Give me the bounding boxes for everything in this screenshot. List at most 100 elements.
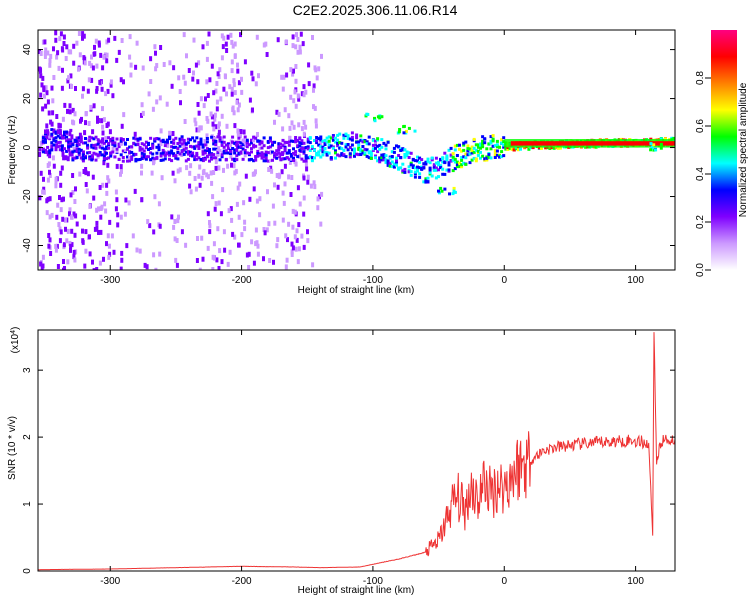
spectrogram-noise-cell: [298, 153, 301, 159]
spectrogram-noise-cell: [198, 164, 202, 170]
spectrogram-noise-cell: [128, 54, 132, 60]
spectrogram-noise-cell: [200, 235, 204, 241]
spectrogram-noise-cell: [206, 245, 210, 251]
spectrogram-ridge-cell: [397, 154, 401, 157]
spectrogram-ridge-cell: [224, 149, 228, 153]
spectrogram-ridge-cell: [111, 150, 115, 154]
spectrogram-ridge-cell: [121, 138, 125, 141]
spectrogram-ridge-cell: [75, 150, 79, 153]
spectrogram-noise-cell: [82, 169, 86, 174]
spectrogram-noise-cell: [287, 221, 291, 227]
spectrogram-noise-cell: [282, 74, 286, 80]
spectrogram-noise-cell: [243, 226, 247, 232]
spectrogram-ridge-cell: [186, 157, 190, 161]
spectrogram-ridge-cell: [88, 135, 92, 139]
spectrogram-ridge-cell: [355, 140, 359, 144]
spectrogram-ridge-cell: [81, 141, 85, 145]
spectrogram-ridge-cell: [298, 144, 302, 148]
snr-x-tick-label: -300: [100, 576, 120, 587]
spectrogram-ridge-cell: [44, 140, 47, 144]
spectrogram-ridge-cell: [472, 137, 476, 141]
spectrogram-ridge-cell: [252, 159, 256, 163]
spectrogram-ridge-cell: [233, 148, 237, 152]
spectrogram-noise-cell: [70, 134, 74, 140]
spectrogram-ridge-cell: [416, 155, 419, 159]
spectrogram-ridge-cell: [275, 149, 279, 153]
spectrogram-noise-cell: [68, 211, 71, 217]
spectrogram-ridge-cell: [201, 150, 205, 154]
spectrogram-noise-cell: [204, 96, 207, 102]
spectrogram-noise-cell: [194, 121, 198, 127]
spectrogram-ridge-cell: [170, 151, 174, 155]
spectrogram-noise-cell: [107, 37, 111, 43]
spectrogram-noise-cell: [290, 175, 294, 180]
spectrogram-noise-cell: [262, 227, 266, 232]
spectrogram-ridge-cell: [277, 142, 281, 146]
spectrogram-ridge-cell: [182, 141, 186, 145]
spectrogram-ridge-cell: [464, 156, 468, 160]
spectrogram-y-tick-label: -40: [22, 238, 33, 253]
spectrogram-noise-cell: [213, 206, 217, 212]
spectrogram-ridge-cell: [197, 144, 201, 148]
spectrogram-ridge-cell: [353, 150, 356, 154]
spectrogram-ridge-cell: [88, 155, 92, 159]
spectrogram-ridge-cell: [470, 145, 474, 149]
spectrogram-ridge-cell: [331, 135, 335, 139]
spectrogram-ridge-cell: [462, 161, 466, 165]
spectrogram-noise-cell: [205, 133, 209, 139]
spectrogram-ridge-cell: [182, 138, 186, 142]
spectrogram-noise-cell: [230, 59, 234, 65]
spectrogram-noise-cell: [219, 211, 223, 217]
spectrogram-ridge-cell: [340, 147, 344, 151]
spectrogram-ridge-cell: [418, 166, 422, 170]
spectrogram-ridge-cell: [241, 143, 245, 147]
spectrogram-ridge-cell: [142, 149, 146, 153]
spectrogram-ridge-cell: [100, 139, 104, 142]
spectrogram-noise-cell: [68, 240, 72, 246]
spectrogram-noise-cell: [42, 176, 45, 182]
spectrogram-ridge-cell: [353, 152, 356, 156]
spectrogram-noise-cell: [197, 60, 201, 66]
spectrogram-noise-cell: [61, 151, 65, 157]
spectrogram-ridge-cell: [285, 156, 289, 160]
spectrogram-ridge-cell: [69, 144, 73, 148]
spectrogram-noise-cell: [291, 34, 295, 40]
spectrogram-noise-cell: [213, 112, 217, 118]
spectrogram-ridge-cell: [201, 152, 205, 156]
spectrogram-noise-cell: [50, 212, 54, 218]
spectrogram-ridge-cell: [142, 155, 146, 158]
spectrogram-noise-cell: [110, 233, 114, 239]
spectrogram-ridge-cell: [340, 141, 344, 145]
spectrogram-noise-cell: [206, 211, 210, 217]
spectrogram-noise-cell: [272, 259, 275, 265]
spectrogram-ridge-cell: [73, 149, 77, 153]
spectrogram-x-tick-label: -300: [100, 275, 120, 286]
spectrogram-noise-cell: [154, 50, 157, 56]
spectrogram-noise-cell: [214, 165, 218, 171]
spectrogram-noise-cell: [69, 192, 73, 198]
spectrogram-noise-cell: [101, 182, 105, 188]
spectrogram-branch-cell: [659, 146, 663, 150]
spectrogram-ridge-cell: [558, 146, 562, 150]
spectrogram-noise-cell: [98, 260, 102, 266]
spectrogram-ridge-cell: [149, 158, 153, 162]
spectrogram-ridge-cell: [317, 153, 321, 157]
spectrogram-noise-cell: [294, 44, 298, 50]
spectrogram-noise-cell: [78, 171, 82, 177]
spectrogram-ridge-cell: [424, 160, 428, 164]
spectrogram-noise-cell: [73, 257, 77, 263]
spectrogram-ridge-cell: [109, 154, 113, 158]
spectrogram-ridge-cell: [81, 153, 85, 157]
spectrogram-noise-cell: [42, 87, 46, 93]
spectrogram-ridge-cell: [357, 140, 361, 144]
spectrogram-ridge-cell: [161, 148, 165, 152]
spectrogram-noise-cell: [284, 233, 288, 239]
spectrogram-noise-cell: [41, 263, 45, 269]
spectrogram-ridge-cell: [138, 148, 142, 152]
spectrogram-ridge-cell: [163, 153, 167, 157]
spectrogram-noise-cell: [54, 243, 58, 249]
spectrogram-noise-cell: [140, 163, 144, 169]
spectrogram-ridge-cell: [277, 144, 281, 148]
spectrogram-noise-cell: [83, 60, 87, 66]
spectrogram-ridge-cell: [159, 158, 163, 162]
